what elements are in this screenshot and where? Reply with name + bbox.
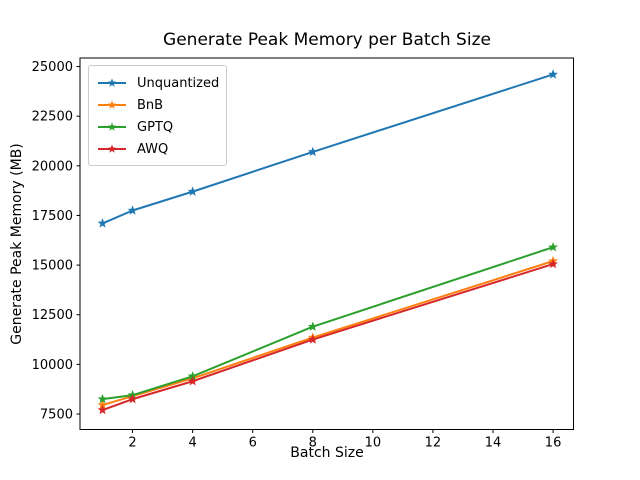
legend-item-awq: AWQ [97, 138, 218, 160]
y-tick-label: 7500 [40, 408, 73, 423]
x-axis-label: Batch Size [290, 445, 364, 461]
legend-marker-star-awq [107, 144, 117, 153]
y-tick-label: 22500 [32, 110, 73, 125]
legend-marker-star-bnb [107, 100, 117, 109]
x-tick-label: 12 [425, 436, 442, 451]
x-tick-label: 6 [249, 436, 257, 451]
y-tick-label: 20000 [32, 159, 73, 174]
series-line-awq [101, 263, 555, 412]
series-gptq [97, 242, 559, 404]
legend-swatch-unquantized [98, 78, 126, 87]
legend-item-unquantized: Unquantized [97, 72, 220, 94]
y-tick-label: 25000 [32, 60, 73, 75]
y-axis: 7500 10000 12500 15000 17500 20000 22500 25000 [32, 60, 80, 423]
y-tick-label: 10000 [32, 358, 73, 373]
data-point-marker-gptq-x16 [548, 242, 559, 252]
legend-label-bnb: BnB [137, 97, 164, 113]
x-tick-label: 10 [365, 436, 382, 451]
y-axis-label: Generate Peak Memory (MB) [9, 143, 25, 345]
x-tick-label: 8 [309, 436, 317, 451]
data-point-marker-gptq-x1 [97, 393, 108, 404]
legend: Unquantized BnB GPTQ AWQ [88, 65, 227, 166]
legend-label-gptq: GPTQ [137, 119, 174, 135]
x-tick-label: 4 [188, 436, 196, 451]
series-unquantized [97, 69, 559, 228]
x-tick-label: 2 [128, 436, 136, 451]
data-point-marker-awq-x4 [187, 376, 198, 386]
x-tick-label: 14 [485, 436, 502, 451]
data-point-marker-unquantized-x2 [127, 205, 138, 215]
legend-marker-star-gptq [107, 122, 117, 131]
legend-marker-star-unquantized [107, 78, 117, 87]
x-axis: 2 4 6 8 10 12 14 16 [128, 429, 562, 451]
y-tick-label: 15000 [32, 259, 73, 274]
data-point-marker-unquantized-x4 [187, 186, 198, 196]
legend-label-awq: AWQ [137, 141, 169, 157]
legend-label-unquantized: Unquantized [137, 75, 220, 91]
data-point-marker-gptq-x8 [307, 321, 318, 331]
legend-swatch-awq [98, 144, 126, 153]
chart-title: Generate Peak Memory per Batch Size [163, 30, 491, 50]
data-point-marker-unquantized-x1 [97, 218, 108, 228]
data-point-marker-awq-x16 [548, 258, 559, 269]
legend-item-gptq: GPTQ [97, 116, 218, 138]
y-tick-label: 17500 [32, 209, 73, 224]
data-point-marker-awq-x8 [307, 334, 318, 344]
legend-item-bnb: BnB [97, 94, 218, 116]
data-point-marker-bnb-x1 [97, 399, 108, 410]
legend-swatch-gptq [98, 122, 126, 131]
data-point-marker-unquantized-x16 [548, 69, 559, 79]
data-point-marker-awq-x1 [97, 404, 108, 415]
series-line-gptq [101, 246, 555, 401]
data-point-marker-awq-x2 [127, 393, 138, 404]
data-point-marker-unquantized-x8 [307, 146, 318, 157]
series-bnb [97, 255, 559, 410]
y-tick-label: 12500 [32, 308, 73, 323]
series-awq [97, 258, 559, 415]
legend-swatch-bnb [98, 100, 126, 109]
x-tick-label: 16 [545, 436, 562, 451]
data-point-marker-gptq-x4 [187, 371, 198, 381]
axes-spines [79, 57, 574, 430]
